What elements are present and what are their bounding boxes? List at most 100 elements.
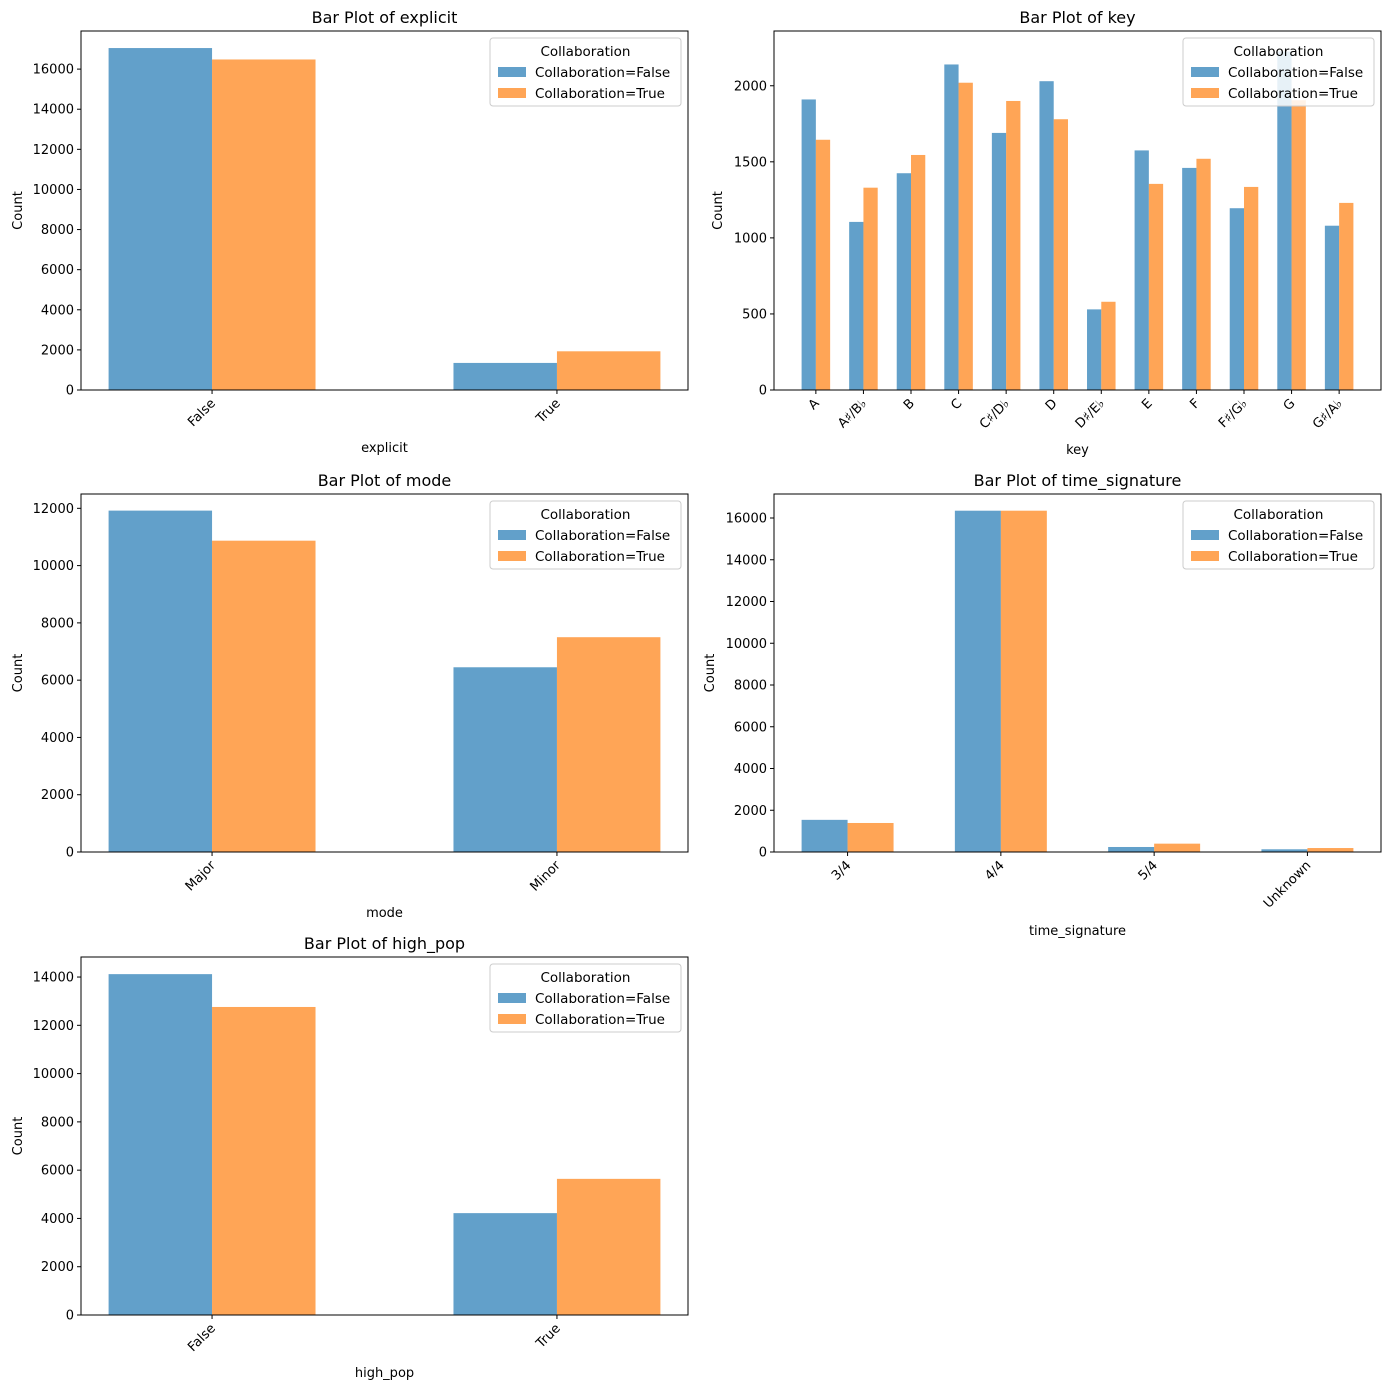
bar-A♯/B♭-Collaboration=False	[849, 221, 864, 390]
bar-3/4-Collaboration=True	[847, 822, 894, 852]
y-tick-label: 0	[66, 384, 74, 399]
bar-Minor-Collaboration=True	[556, 637, 661, 852]
y-tick-label: 0	[66, 1309, 74, 1324]
legend: Collaboration Collaboration=False Collabor…	[489, 37, 682, 107]
bar-Major-Collaboration=False	[108, 510, 213, 852]
legend-box	[489, 500, 682, 570]
legend-swatch	[498, 88, 526, 98]
bar-C♯/D♭-Collaboration=False	[991, 132, 1007, 390]
legend-box	[489, 37, 682, 107]
x-tick-label: D	[1043, 396, 1061, 414]
bar-D-Collaboration=False	[1039, 81, 1054, 390]
legend-swatch	[498, 993, 526, 1003]
legend-label: Collaboration=True	[1228, 549, 1358, 565]
y-tick-label: 16000	[726, 512, 767, 527]
y-axis-label: Count	[711, 191, 726, 230]
y-axis-label: Count	[11, 1117, 26, 1156]
y-tick-label: 2000	[734, 804, 767, 819]
legend-label: Collaboration=False	[1228, 65, 1363, 81]
y-tick-label: 2000	[41, 788, 74, 803]
bar-F♯/G♭-Collaboration=False	[1229, 208, 1244, 390]
x-tick-label: A	[806, 396, 823, 413]
legend-swatch	[498, 530, 526, 540]
bar-5/4-Collaboration=False	[1108, 846, 1155, 852]
bar-C-Collaboration=True	[958, 82, 973, 390]
axes-frame	[80, 493, 689, 853]
y-tick-label: 8000	[41, 616, 74, 631]
bar-F-Collaboration=False	[1182, 167, 1197, 390]
legend-swatch	[1191, 88, 1219, 98]
y-tick-label: 0	[759, 384, 767, 399]
bar-F-Collaboration=True	[1196, 158, 1211, 390]
legend-swatch	[498, 1014, 526, 1024]
legend-swatch	[498, 67, 526, 77]
x-tick-label: F	[1187, 396, 1203, 412]
bar-3/4-Collaboration=False	[801, 819, 848, 852]
x-axis-label: key	[1066, 443, 1089, 458]
chart-panel-2: 0 500 1000 1500 2000 A A♯/B♭ B C C♯/D♭ D D♯/E♭ E F F♯/…	[711, 8, 1382, 458]
y-tick-label: 6000	[41, 674, 74, 689]
axes-frame	[80, 956, 689, 1316]
legend-label: Collaboration=False	[535, 991, 670, 1007]
legend-swatch	[1191, 551, 1219, 561]
y-tick-label: 1500	[734, 155, 767, 170]
y-tick-label: 4000	[734, 762, 767, 777]
bar-False-Collaboration=False	[108, 974, 213, 1315]
y-tick-label: 10000	[33, 559, 74, 574]
bar-Minor-Collaboration=False	[453, 667, 557, 852]
chart-panel-1: 0 2000 4000 6000 8000 10000 12000 14000 16000 Fal…	[11, 8, 689, 456]
x-tick-label: B	[901, 396, 918, 413]
bar-False-Collaboration=True	[212, 1006, 316, 1315]
y-tick-label: 6000	[734, 720, 767, 735]
legend-label: Collaboration=True	[535, 549, 665, 565]
legend-label: Collaboration=False	[1228, 528, 1363, 544]
y-tick-label: 8000	[41, 223, 74, 238]
x-axis-label: high_pop	[355, 1366, 414, 1381]
legend-label: Collaboration=True	[1228, 86, 1358, 102]
chart-title: Bar Plot of time_signature	[974, 471, 1182, 491]
bar-E-Collaboration=True	[1148, 183, 1164, 390]
legend-label: Collaboration=True	[535, 86, 665, 102]
y-tick-label: 2000	[734, 79, 767, 94]
x-tick-label: False	[185, 396, 219, 430]
x-tick-label: True	[533, 396, 564, 427]
bar-D♯/E♭-Collaboration=True	[1101, 301, 1116, 390]
bar-4/4-Collaboration=True	[1000, 510, 1047, 852]
bar-D-Collaboration=True	[1053, 119, 1068, 390]
legend-swatch	[1191, 67, 1219, 77]
chart-panel-3: 0 2000 4000 6000 8000 10000 12000 Major Minor Bar…	[11, 471, 689, 921]
bar-True-Collaboration=True	[556, 351, 661, 390]
legend: Collaboration Collaboration=False Collabor…	[489, 500, 682, 570]
bar-F♯/G♭-Collaboration=True	[1243, 186, 1259, 390]
bar-C♯/D♭-Collaboration=True	[1006, 100, 1021, 390]
x-tick-label: Minor	[527, 858, 564, 895]
x-axis-label: mode	[366, 906, 403, 921]
y-tick-label: 0	[66, 846, 74, 861]
y-tick-label: 8000	[41, 1115, 74, 1130]
y-tick-label: 14000	[33, 971, 74, 986]
bar-True-Collaboration=True	[556, 1178, 661, 1315]
x-tick-label: A♯/B♭	[835, 396, 870, 431]
bar-Unknown-Collaboration=False	[1261, 849, 1308, 852]
chart-title: Bar Plot of mode	[318, 471, 452, 490]
legend-box	[489, 963, 682, 1033]
y-tick-label: 12000	[33, 502, 74, 517]
bar-G-Collaboration=True	[1291, 100, 1306, 390]
y-tick-label: 1000	[734, 231, 767, 246]
legend-label: Collaboration=False	[535, 528, 670, 544]
y-tick-label: 0	[759, 846, 767, 861]
bar-D♯/E♭-Collaboration=False	[1087, 309, 1102, 390]
legend-swatch	[1191, 530, 1219, 540]
bar-True-Collaboration=False	[453, 362, 557, 390]
bar-False-Collaboration=True	[212, 59, 316, 390]
axes-frame	[773, 30, 1382, 391]
bar-False-Collaboration=False	[108, 48, 213, 390]
bar-A-Collaboration=False	[801, 99, 816, 390]
y-tick-label: 4000	[41, 303, 74, 318]
legend-title: Collaboration	[1234, 507, 1324, 523]
axes-frame	[773, 493, 1382, 853]
y-tick-label: 6000	[41, 263, 74, 278]
x-tick-label: G	[1281, 396, 1299, 414]
y-tick-label: 12000	[33, 1019, 74, 1034]
